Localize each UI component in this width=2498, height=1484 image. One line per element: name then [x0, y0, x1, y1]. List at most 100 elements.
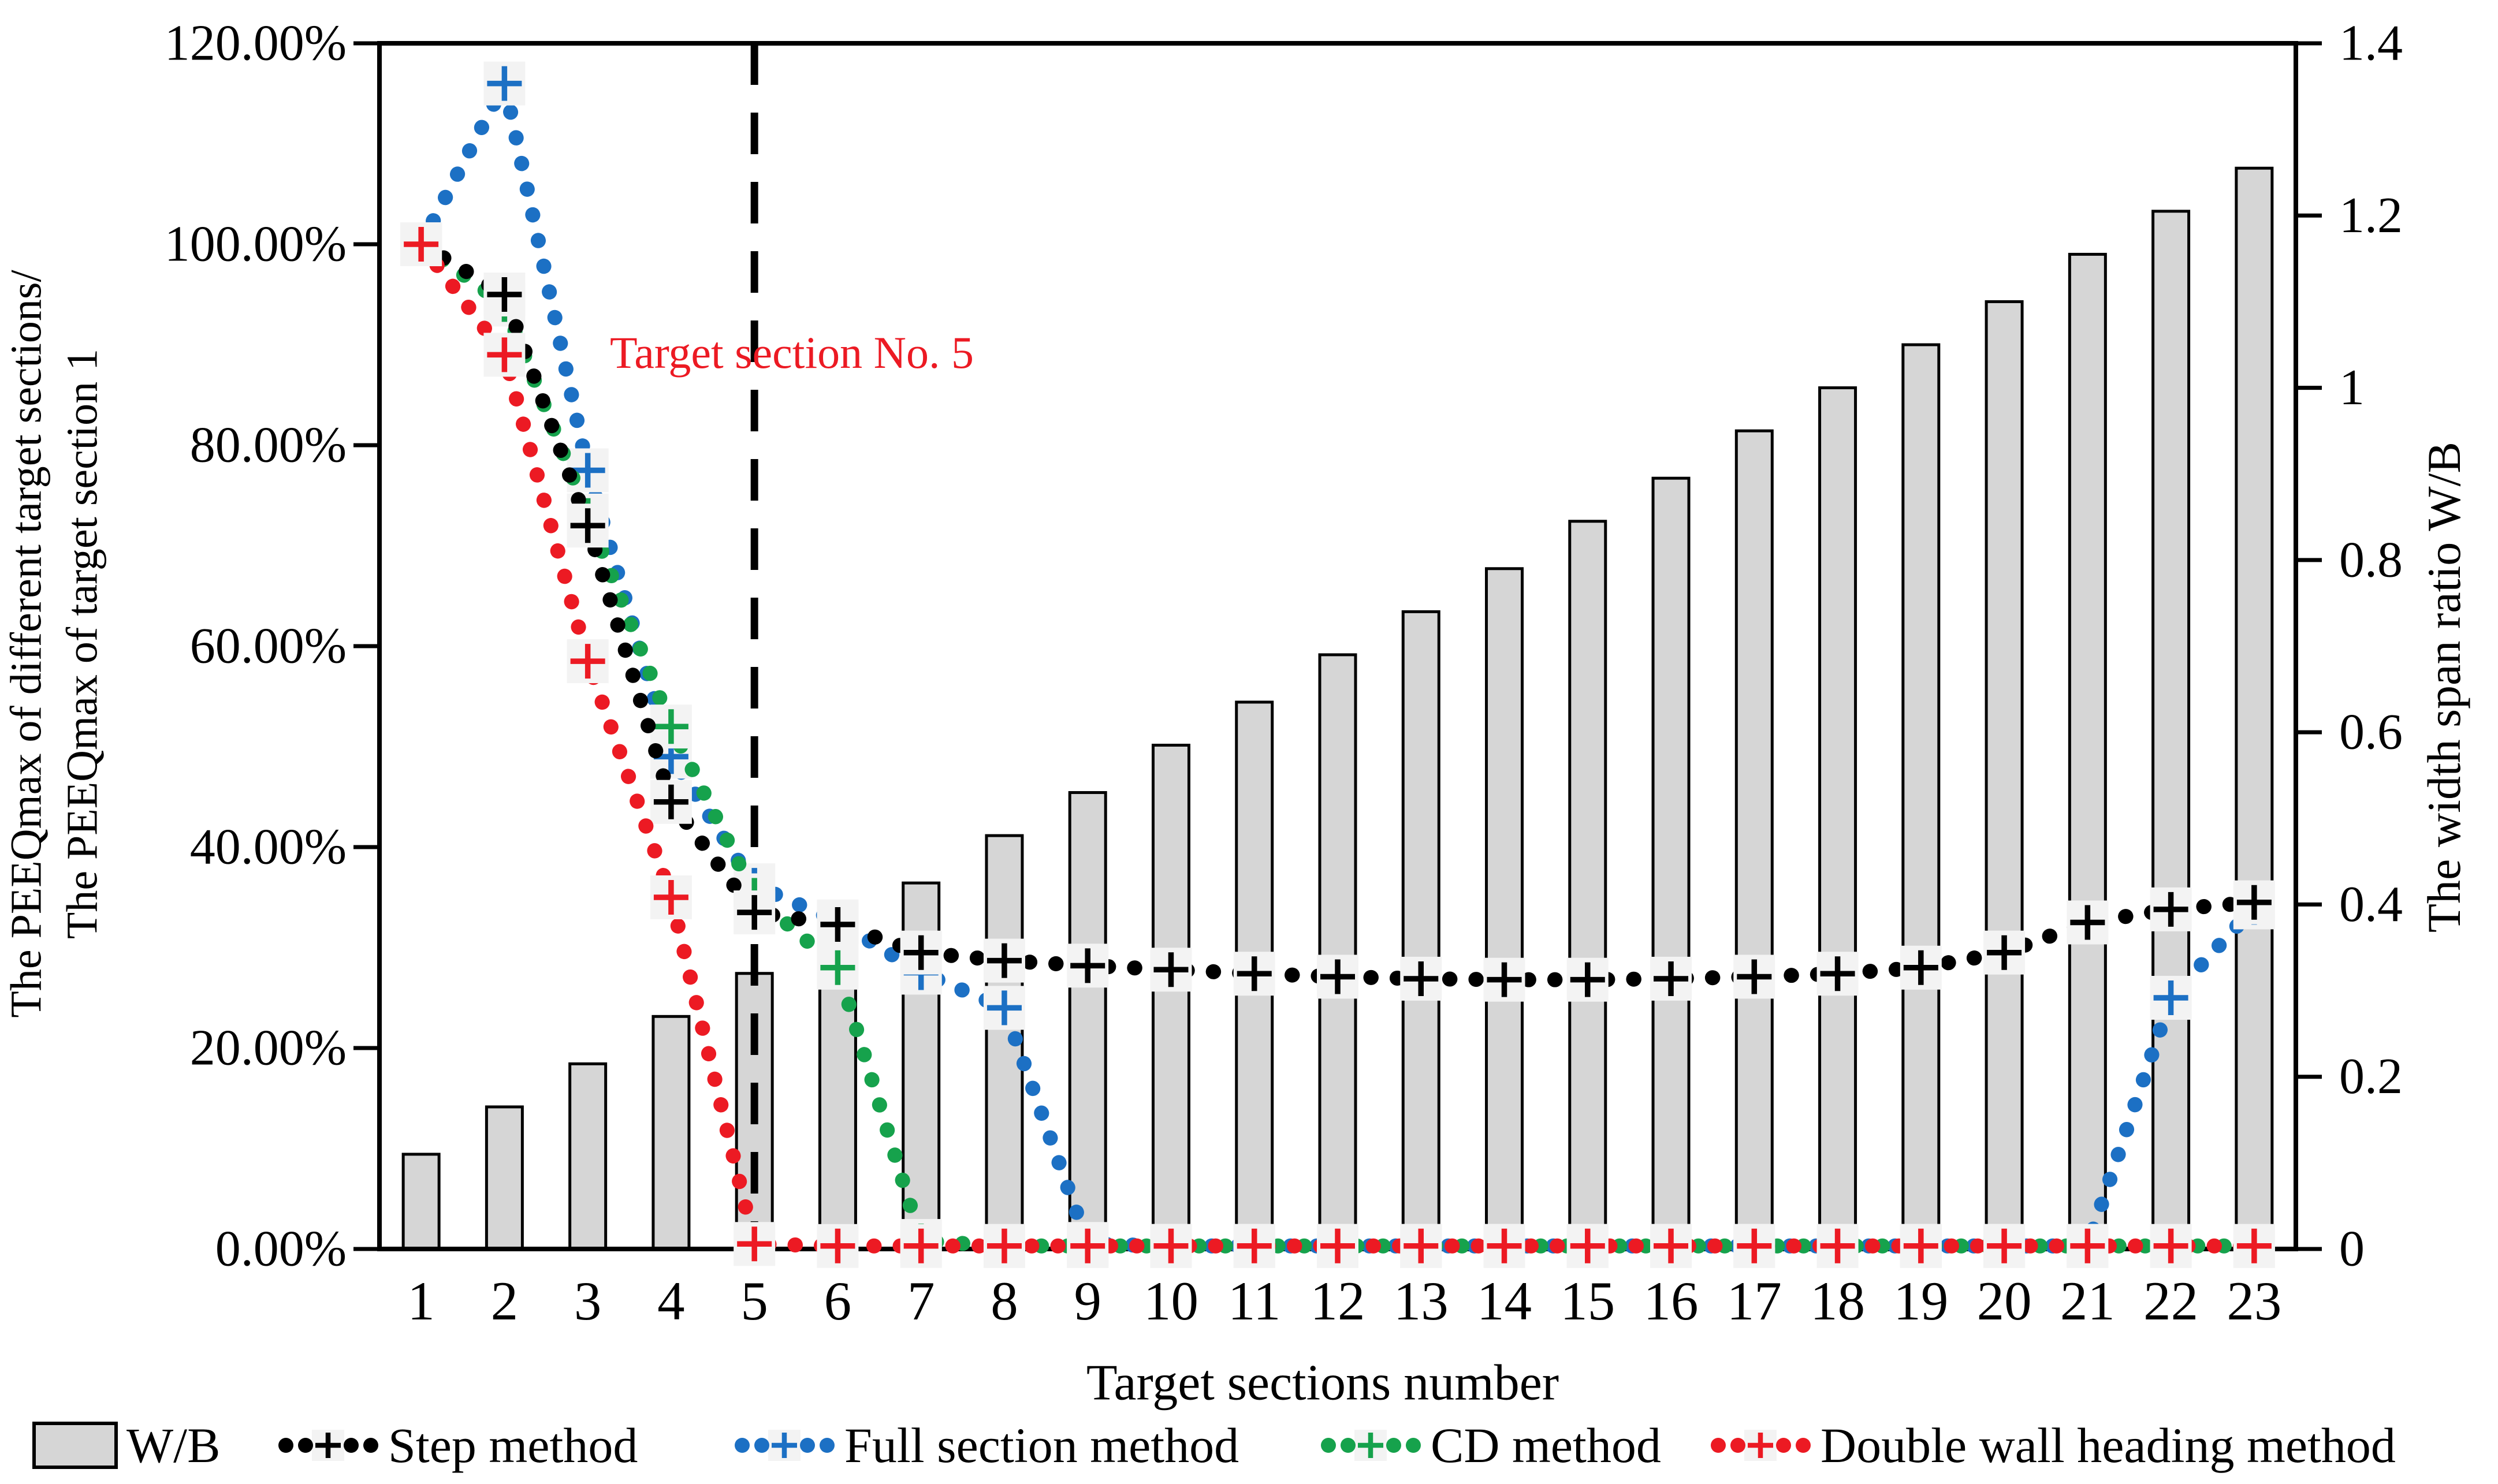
x-tick-label: 16 — [1644, 1270, 1699, 1332]
legend-label: CD method — [1431, 1417, 1661, 1473]
plus-marker-icon — [1820, 956, 1855, 991]
plus-marker-icon — [1237, 956, 1272, 991]
right-axis: 1.4 1.2 1 0.8 0.6 0.4 0.2 0 — [2296, 16, 2403, 1277]
x-tick-label: 22 — [2143, 1270, 2198, 1332]
left-axis-title-line1: The PEEQmax of different target sections… — [2, 270, 51, 1018]
bar — [1568, 520, 1607, 1251]
plus-marker-icon — [1404, 961, 1439, 996]
left-tick-label: 80.00% — [190, 417, 347, 473]
right-tick-label: 1 — [2339, 360, 2365, 416]
plus-marker-icon — [820, 1228, 855, 1263]
right-tick-label: 0 — [2339, 1221, 2365, 1277]
x-tick-label: 4 — [657, 1270, 685, 1332]
plus-marker-icon — [820, 950, 855, 985]
plus-marker-icon — [2153, 1228, 2188, 1263]
dotted-plus-marker-icon — [734, 1427, 836, 1464]
legend-label: W/B — [126, 1417, 221, 1473]
legend-label: Full section method — [844, 1417, 1239, 1473]
bar — [1151, 744, 1190, 1251]
plus-marker-icon — [487, 337, 522, 372]
right-tick-label: 0.6 — [2339, 704, 2403, 760]
legend-item-cd-method: CD method — [1320, 1409, 1661, 1481]
dotted-plus-marker-icon — [1320, 1427, 1423, 1464]
right-tick-label: 0.4 — [2339, 877, 2403, 933]
plus-marker-icon — [1820, 1228, 1855, 1263]
plus-marker-icon — [1737, 1228, 1772, 1263]
plus-marker-icon — [1654, 961, 1689, 996]
plus-marker-icon — [487, 277, 522, 312]
dotted-plus-marker-icon — [277, 1427, 380, 1464]
plus-marker-icon — [1487, 962, 1522, 997]
left-tick-label: 60.00% — [190, 618, 347, 674]
x-tick-label: 23 — [2227, 1270, 2281, 1332]
plus-marker-icon — [1404, 1228, 1439, 1263]
plus-marker-icon — [903, 1228, 939, 1263]
plus-marker-icon — [737, 1226, 772, 1262]
plus-marker-icon — [487, 66, 522, 101]
x-tick-label: 15 — [1560, 1270, 1615, 1332]
plus-marker-icon — [1487, 1228, 1522, 1263]
right-tick-label: 0.2 — [2339, 1049, 2403, 1105]
legend-item-step-method: Step method — [277, 1409, 638, 1481]
bar — [1651, 476, 1691, 1251]
x-tick-label: 12 — [1311, 1270, 1365, 1332]
legend-item-full-section-method: Full section method — [734, 1409, 1239, 1481]
plus-marker-icon — [2236, 1228, 2272, 1263]
legend-label: Double wall heading method — [1821, 1417, 2396, 1473]
legend-label: Step method — [388, 1417, 638, 1473]
x-tick-label: 8 — [991, 1270, 1018, 1332]
legend: W/B Step method Full section method CD m… — [0, 1409, 2498, 1481]
x-tick-label: 2 — [491, 1270, 519, 1332]
plus-marker-icon — [2070, 1228, 2105, 1263]
series-step-method — [400, 222, 2275, 1002]
plus-marker-icon — [404, 227, 439, 262]
plus-marker-icon — [1570, 1228, 1605, 1263]
left-axis-title-line2: The PEEQmax of target section 1 — [58, 348, 107, 939]
right-tick-label: 1.4 — [2339, 16, 2403, 72]
plus-marker-icon — [986, 990, 1022, 1026]
plus-marker-icon — [903, 935, 939, 970]
left-axis: 120.00% 100.00% 80.00% 60.00% 40.00% 20.00% 0.… — [165, 16, 379, 1277]
plus-marker-icon — [570, 453, 605, 488]
right-axis-title: The width span ratio W/B — [2418, 441, 2470, 933]
left-tick-label: 40.00% — [190, 819, 347, 875]
plus-marker-icon — [1903, 950, 1938, 985]
bar — [1901, 343, 1941, 1251]
x-tick-label: 6 — [824, 1270, 852, 1332]
left-tick-label: 120.00% — [165, 16, 347, 72]
plus-marker-icon — [570, 644, 605, 679]
plus-marker-icon — [820, 907, 855, 942]
bar — [401, 1153, 441, 1251]
x-tick-label: 10 — [1144, 1270, 1198, 1332]
x-tick-label: 21 — [2060, 1270, 2115, 1332]
x-tick-label: 5 — [740, 1270, 768, 1332]
plus-marker-icon — [570, 508, 605, 543]
x-tick-label: 7 — [907, 1270, 935, 1332]
bar-swatch-icon — [32, 1420, 118, 1471]
plus-marker-icon — [1320, 1228, 1355, 1263]
dotted-plus-marker-icon — [1710, 1427, 1812, 1464]
bar — [1985, 300, 2024, 1251]
bar — [1485, 567, 1524, 1251]
left-tick-label: 100.00% — [165, 217, 347, 273]
plus-marker-icon — [653, 784, 688, 819]
plus-marker-icon — [1654, 1228, 1689, 1263]
plus-marker-icon — [2070, 905, 2105, 940]
right-tick-label: 0.8 — [2339, 532, 2403, 588]
bar — [1818, 386, 1857, 1251]
bar — [1068, 791, 1107, 1251]
dotted-line — [414, 237, 2262, 1254]
plus-marker-icon — [986, 943, 1022, 978]
plus-marker-icon — [1987, 1228, 2022, 1263]
bar — [485, 1105, 524, 1251]
plus-marker-icon — [737, 895, 772, 930]
plus-marker-icon — [1987, 935, 2022, 970]
x-tick-label: 3 — [574, 1270, 602, 1332]
left-tick-label: 0.00% — [215, 1221, 347, 1277]
x-tick-label: 14 — [1477, 1270, 1532, 1332]
bar — [1401, 610, 1440, 1251]
plus-marker-icon — [1570, 962, 1605, 997]
plus-marker-icon — [1237, 1228, 1272, 1263]
bar — [652, 1015, 691, 1251]
